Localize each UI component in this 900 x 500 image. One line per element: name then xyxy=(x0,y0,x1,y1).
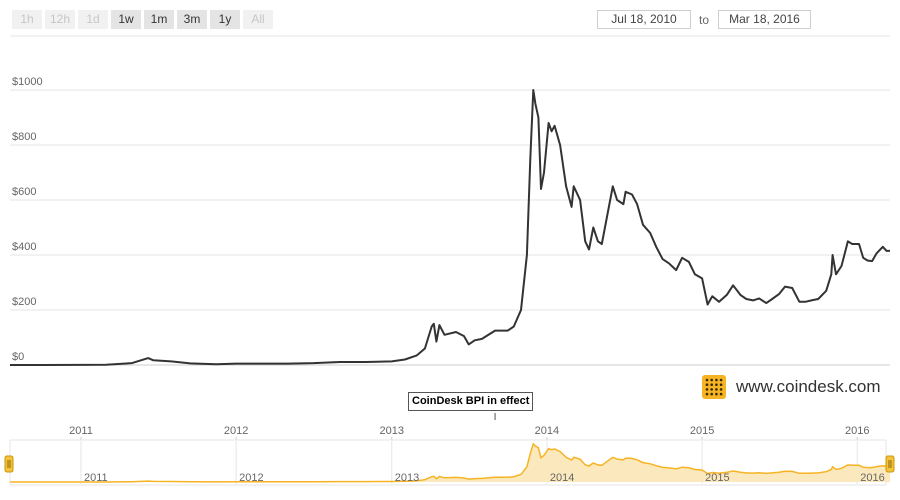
logo-dot xyxy=(705,383,709,387)
x-tick-label: 2015 xyxy=(690,425,714,437)
brand-text: www.coindesk.com xyxy=(736,377,881,396)
logo-dot xyxy=(715,388,718,391)
annotation-label: CoinDesk BPI in effect xyxy=(408,392,534,411)
logo-dot xyxy=(705,378,709,382)
logo-dot xyxy=(710,383,713,387)
series-line-bpi xyxy=(10,89,890,366)
logo-dot xyxy=(715,392,718,396)
logo-dot xyxy=(719,392,723,396)
x-tick-label: 2012 xyxy=(224,425,248,437)
navigator-tick-label: 2011 xyxy=(84,472,108,484)
x-tick-label: 2016 xyxy=(845,425,869,437)
logo-dot xyxy=(719,383,723,387)
logo-dot xyxy=(715,383,718,387)
navigator-tick-label: 2015 xyxy=(705,472,729,484)
logo-dot xyxy=(719,378,723,382)
zoom-button-3m[interactable]: 3m xyxy=(177,10,207,29)
logo-dot xyxy=(710,378,713,382)
zoom-button-1w[interactable]: 1w xyxy=(111,10,141,29)
y-tick-label: $400 xyxy=(12,241,36,253)
logo-dot xyxy=(715,378,718,382)
zoom-button-12h[interactable]: 12h xyxy=(45,10,75,29)
y-tick-label: $1000 xyxy=(12,76,43,88)
navigator-tick-label: 2012 xyxy=(239,472,263,484)
to-date-input[interactable]: Mar 18, 2016 xyxy=(718,10,811,29)
y-gridlines xyxy=(10,89,890,366)
navigator-line xyxy=(10,442,890,483)
x-tick-label: 2014 xyxy=(535,425,559,437)
date-range-separator: to xyxy=(699,13,710,27)
logo-dot xyxy=(710,388,713,391)
logo-dot xyxy=(705,392,709,396)
y-tick-label: $800 xyxy=(12,131,36,143)
navigator[interactable]: 2011 2012 2013 2014 2015 2016 xyxy=(4,439,895,486)
y-axis-labels: $0 $200 $400 $600 $800 $1000 xyxy=(12,76,43,363)
x-axis-labels: 2011 2012 2013 2014 2015 2016 xyxy=(69,425,869,437)
zoom-button-1h[interactable]: 1h xyxy=(12,10,42,29)
navigator-right-handle[interactable] xyxy=(885,455,895,473)
logo-dot xyxy=(705,388,709,391)
from-date-input[interactable]: Jul 18, 2010 xyxy=(597,10,691,29)
zoom-button-1m[interactable]: 1m xyxy=(144,10,174,29)
y-tick-label: $200 xyxy=(12,296,36,308)
zoom-button-group: 1h 12h 1d 1w 1m 3m 1y All xyxy=(12,10,276,29)
navigator-tick-label: 2016 xyxy=(860,472,884,484)
zoom-button-all[interactable]: All xyxy=(243,10,273,29)
navigator-left-handle[interactable] xyxy=(4,455,14,473)
zoom-button-1d[interactable]: 1d xyxy=(78,10,108,29)
logo-dot xyxy=(719,388,723,391)
navigator-tick-label: 2014 xyxy=(550,472,574,484)
logo-dot xyxy=(710,392,713,396)
logo-background xyxy=(702,375,726,399)
zoom-button-1y[interactable]: 1y xyxy=(210,10,240,29)
coindesk-logo-icon xyxy=(702,375,726,399)
navigator-area xyxy=(10,444,890,482)
y-tick-label: $600 xyxy=(12,186,36,198)
navigator-tick-label: 2013 xyxy=(395,472,419,484)
y-tick-label: $0 xyxy=(12,351,24,363)
navigator-labels: 2011 2012 2013 2014 2015 2016 xyxy=(84,472,885,484)
x-tick-label: 2011 xyxy=(69,425,93,437)
x-tick-label: 2013 xyxy=(380,425,404,437)
